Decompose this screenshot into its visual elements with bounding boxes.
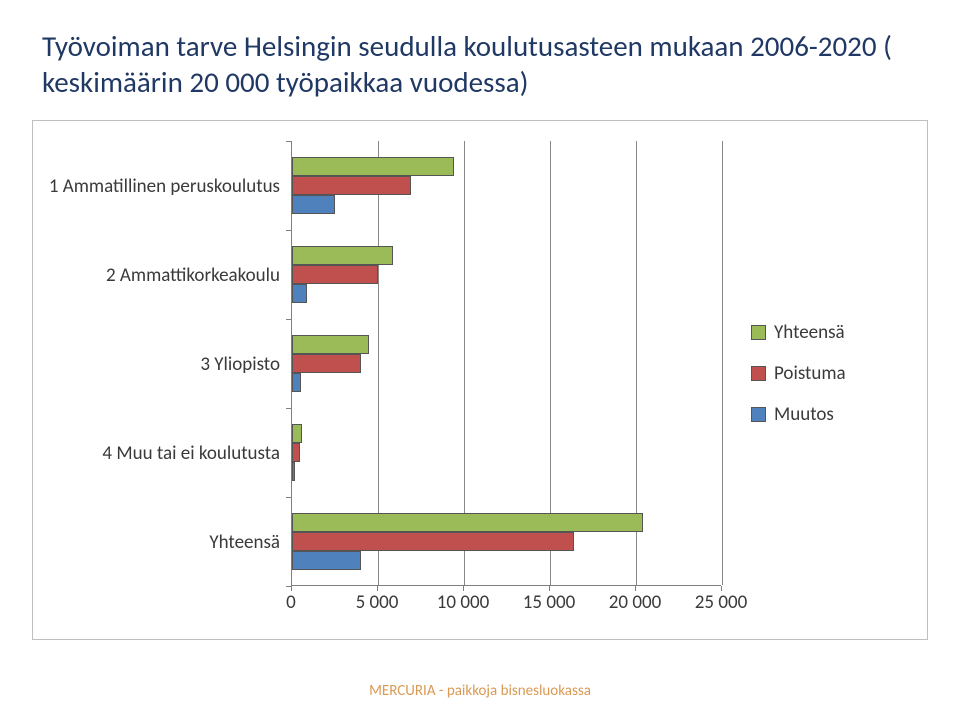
- category-label: 4 Muu tai ei koulutusta: [34, 442, 280, 465]
- bar: [292, 265, 378, 284]
- bar: [292, 551, 361, 570]
- legend-item: Muutos: [751, 403, 901, 426]
- bar: [292, 424, 302, 443]
- bar: [292, 176, 411, 195]
- bar: [292, 157, 454, 176]
- x-axis-label: 20 000: [609, 591, 661, 614]
- chart-title: Työvoiman tarve Helsingin seudulla koulu…: [42, 28, 918, 101]
- bar: [292, 532, 574, 551]
- bar: [292, 373, 301, 392]
- legend-swatch: [751, 325, 766, 340]
- cat-divider: [286, 497, 292, 498]
- bar: [292, 335, 369, 354]
- x-axis-label: 0: [286, 591, 296, 614]
- category-label: 1 Ammatillinen peruskoulutus: [34, 175, 280, 198]
- cat-divider: [286, 141, 292, 142]
- bar: [292, 513, 643, 532]
- legend-label: Muutos: [774, 403, 834, 426]
- bar: [292, 354, 361, 373]
- bar: [292, 443, 300, 462]
- bar: [292, 195, 335, 214]
- bar: [292, 246, 393, 265]
- legend: Yhteensä Poistuma Muutos: [751, 321, 901, 444]
- legend-item: Yhteensä: [751, 321, 901, 344]
- legend-label: Poistuma: [774, 362, 846, 385]
- x-axis-label: 15 000: [523, 591, 575, 614]
- category-label: 3 Yliopisto: [34, 353, 280, 376]
- x-axis-label: 5 000: [356, 591, 399, 614]
- gridline: [722, 141, 723, 585]
- legend-swatch: [751, 407, 766, 422]
- legend-swatch: [751, 366, 766, 381]
- cat-divider: [286, 408, 292, 409]
- cat-divider: [286, 319, 292, 320]
- plot-area: 1 Ammatillinen peruskoulutus2 Ammattikor…: [291, 141, 721, 586]
- footer-text: MERCURIA - paikkoja bisnesluokassa: [0, 682, 960, 700]
- category-label: Yhteensä: [34, 531, 280, 554]
- category-label: 2 Ammattikorkeakoulu: [34, 264, 280, 287]
- x-axis-label: 10 000: [437, 591, 489, 614]
- x-axis-label: 25 000: [695, 591, 747, 614]
- legend-label: Yhteensä: [774, 321, 845, 344]
- cat-divider: [286, 230, 292, 231]
- bar: [292, 284, 307, 303]
- bar: [292, 462, 295, 481]
- legend-item: Poistuma: [751, 362, 901, 385]
- chart-container: 1 Ammatillinen peruskoulutus 2 Ammattikor…: [32, 120, 928, 640]
